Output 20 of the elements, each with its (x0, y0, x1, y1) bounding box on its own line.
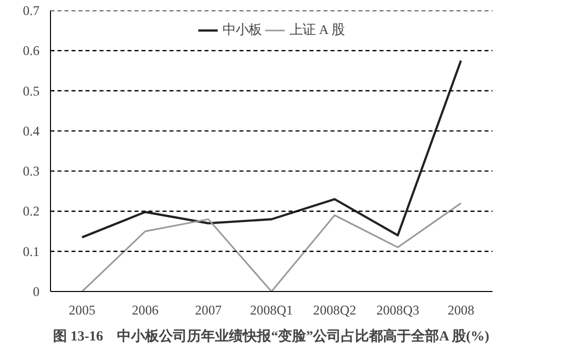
x-tick-label: 2008 (448, 302, 475, 318)
text: 图 13-16 中小板公司历年业绩快报“变脸”公司占比都高于全部A 股(%) (52, 328, 490, 344)
x-tick-label: 2006 (132, 302, 159, 318)
legend-label: 中小板 (222, 21, 262, 39)
x-tick-label: 2008Q1 (250, 302, 293, 318)
x-tick-label: 2008Q2 (313, 302, 356, 318)
y-tick-label: 0.5 (22, 83, 40, 98)
y-tick-label: 0.7 (22, 3, 40, 18)
legend-label: 上证 A 股 (290, 21, 344, 39)
line-series (81, 202, 462, 292)
y-tick-label: 0.1 (22, 244, 40, 259)
y-tick-label: 0.2 (22, 204, 40, 219)
y-tick-label: 0.3 (22, 164, 40, 179)
line-series (80, 60, 462, 238)
y-tick-label: 0 (32, 284, 40, 299)
y-tick-label: 0.6 (22, 43, 40, 58)
y-tick-label: 0.4 (22, 123, 40, 138)
x-tick-label: 2005 (68, 302, 96, 318)
x-tick-label: 2007 (195, 302, 222, 318)
x-tick-label: 2008Q3 (376, 302, 420, 318)
